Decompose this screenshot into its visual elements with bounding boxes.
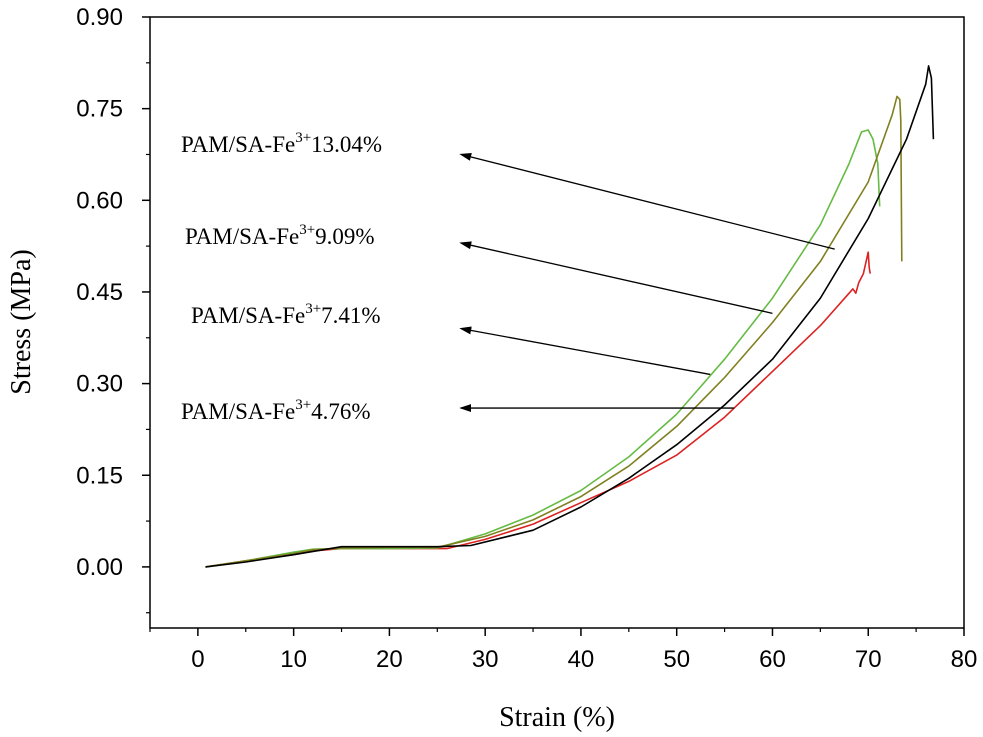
y-tick-label: 0.45 [76, 279, 123, 306]
y-tick-label: 0.90 [76, 4, 123, 31]
annotation-value: 7.41% [321, 303, 380, 328]
annotation-value: 4.76% [311, 399, 370, 424]
annotation-base: PAM/SA-Fe [185, 224, 299, 249]
series-line-1 [205, 95, 903, 568]
annotation-arrow [459, 241, 773, 314]
x-tick-label: 60 [759, 646, 786, 673]
y-tick-label: 0.75 [76, 96, 123, 123]
x-tick-label: 20 [376, 646, 403, 673]
x-tick-label: 40 [568, 646, 595, 673]
annotation-base: PAM/SA-Fe [181, 399, 295, 424]
y-tick-label: 0.00 [76, 554, 123, 581]
series-line-0 [205, 65, 935, 568]
x-tick-label: 70 [855, 646, 882, 673]
annotation-label: PAM/SA-Fe3+4.76% [181, 397, 371, 424]
annotation-label: PAM/SA-Fe3+9.09% [185, 222, 375, 249]
annotation-label: PAM/SA-Fe3+7.41% [191, 301, 381, 328]
y-tick-label: 0.15 [76, 462, 123, 489]
annotation-base: PAM/SA-Fe [191, 303, 305, 328]
x-tick-label: 30 [472, 646, 499, 673]
annotation-superscript: 3+ [295, 397, 311, 413]
annotation-superscript: 3+ [295, 130, 311, 146]
annotation-superscript: 3+ [305, 301, 321, 317]
series-line-2 [205, 129, 881, 568]
annotation-arrow [459, 326, 711, 376]
annotation-label: PAM/SA-Fe3+13.04% [181, 130, 382, 157]
y-tick-label: 0.30 [76, 371, 123, 398]
plot-frame [149, 16, 965, 629]
annotation-arrow [459, 153, 835, 250]
annotation-value: 9.09% [315, 224, 374, 249]
annotation-value: 13.04% [311, 132, 382, 157]
x-tick-label: 50 [663, 646, 690, 673]
x-tick-label: 80 [951, 646, 978, 673]
annotation-superscript: 3+ [299, 222, 315, 238]
x-tick-label: 10 [280, 646, 307, 673]
y-axis-title: Stress (MPa) [6, 249, 37, 394]
x-axis-title: Strain (%) [499, 702, 615, 733]
y-tick-label: 0.60 [76, 187, 123, 214]
annotation-base: PAM/SA-Fe [181, 132, 295, 157]
x-tick-label: 0 [191, 646, 204, 673]
